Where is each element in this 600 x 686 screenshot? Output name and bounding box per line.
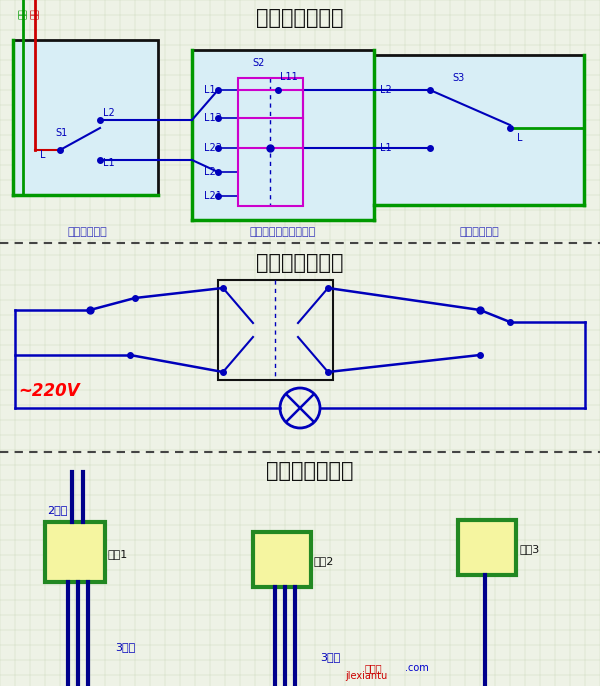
Text: L: L <box>40 150 46 160</box>
Text: 中途开关（三控开关）: 中途开关（三控开关） <box>250 227 316 237</box>
Text: 3根线: 3根线 <box>320 652 340 662</box>
Text: L1: L1 <box>204 85 215 95</box>
Text: 3根线: 3根线 <box>115 642 135 652</box>
Text: L22: L22 <box>204 143 222 153</box>
Bar <box>374 55 584 205</box>
Text: ~220V: ~220V <box>18 382 80 400</box>
Bar <box>458 520 516 575</box>
Text: 单开双控开关: 单开双控开关 <box>459 227 499 237</box>
Text: 三控开关接线图: 三控开关接线图 <box>256 8 344 28</box>
Text: .com: .com <box>405 663 429 673</box>
Text: L21: L21 <box>204 191 222 201</box>
Text: 单开双控开关: 单开双控开关 <box>67 227 107 237</box>
Text: L1: L1 <box>103 158 115 168</box>
Text: L11: L11 <box>280 72 298 82</box>
Text: L: L <box>517 133 523 143</box>
Text: 接线图: 接线图 <box>365 663 383 673</box>
Text: 相线: 相线 <box>19 9 28 19</box>
Text: L12: L12 <box>204 113 222 123</box>
Bar <box>45 522 105 582</box>
Text: 三控开关布线图: 三控开关布线图 <box>266 461 354 481</box>
Text: 2根线: 2根线 <box>47 505 67 515</box>
Text: L2: L2 <box>103 108 115 118</box>
Text: 火线: 火线 <box>31 9 40 19</box>
Bar <box>218 280 333 380</box>
Bar <box>238 78 303 206</box>
Text: L1: L1 <box>380 143 392 153</box>
Text: 开关2: 开关2 <box>314 556 334 567</box>
Bar <box>253 532 311 587</box>
Text: 三控开关原理图: 三控开关原理图 <box>256 253 344 273</box>
Text: L2: L2 <box>204 167 216 177</box>
Text: 开关3: 开关3 <box>519 545 539 554</box>
Text: jlexiantu: jlexiantu <box>345 671 387 681</box>
Text: S1: S1 <box>55 128 67 138</box>
Text: L2: L2 <box>380 85 392 95</box>
Bar <box>192 50 374 220</box>
Bar <box>13 40 158 195</box>
Text: S3: S3 <box>452 73 464 83</box>
Text: 开关1: 开关1 <box>108 549 128 559</box>
Text: S2: S2 <box>252 58 265 68</box>
